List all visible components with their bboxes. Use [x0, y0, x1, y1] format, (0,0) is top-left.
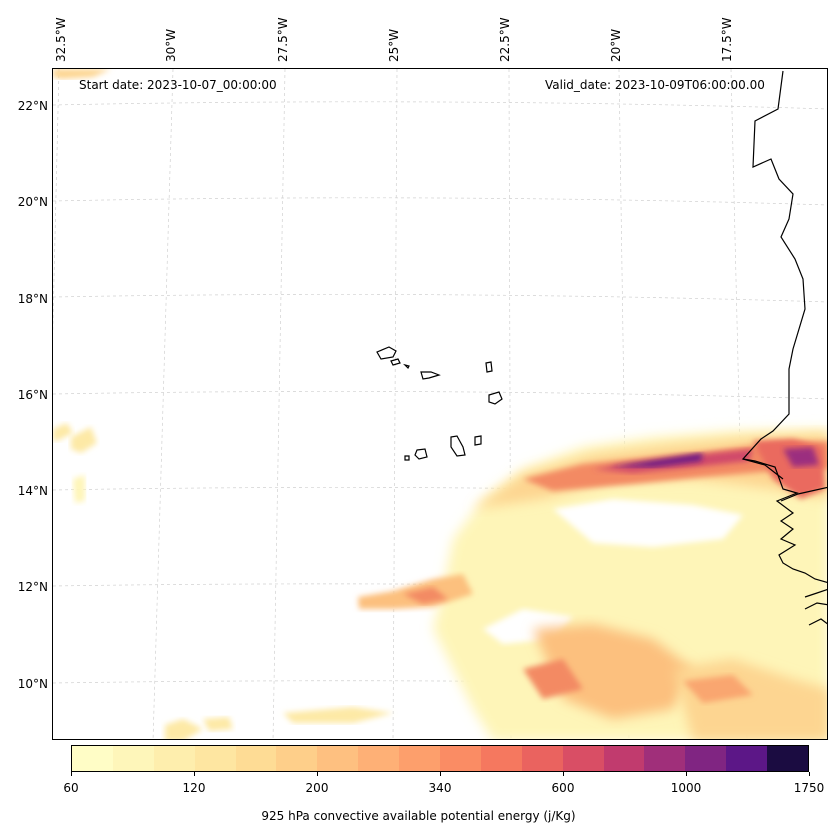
island-brava: [404, 455, 410, 461]
africa-coastline: [741, 70, 827, 584]
lon-label-17-5w: 17.5°W: [720, 17, 734, 62]
cape-south-fragment-3: [203, 717, 233, 731]
grid-lat-22n: [53, 101, 827, 110]
lat-label-18n: 18°N: [17, 292, 48, 306]
colorbar-segment-5: [276, 746, 318, 771]
colorbar-tickmark: [440, 772, 441, 776]
colorbar-segment-14: [644, 746, 686, 771]
grid-lon-27-5w: [272, 69, 286, 739]
colorbar-tick-label: 340: [428, 781, 452, 795]
colorbar-tick-label: 200: [305, 781, 329, 795]
colorbar-tick-label: 1750: [793, 781, 825, 795]
lat-label-22n: 22°N: [17, 99, 48, 113]
cape-west-core: [403, 587, 448, 604]
lat-label-14n: 14°N: [17, 484, 48, 498]
cape-band-south: [533, 624, 693, 719]
colorbar-tickmark: [317, 772, 318, 776]
colorbar-segment-8: [399, 746, 441, 771]
lon-label-20w: 20°W: [609, 28, 623, 62]
map-panel: [52, 68, 828, 740]
colorbar-segment-1: [112, 746, 154, 771]
island-sal: [485, 361, 493, 373]
senegal-river-border: [742, 458, 784, 480]
colorbar-tickmark: [194, 772, 195, 776]
coastlines: [741, 70, 827, 626]
colorbar-segment-3: [194, 746, 236, 771]
colorbar-segment-0: [72, 746, 113, 771]
colorbar-segment-4: [235, 746, 277, 771]
start-date-label: Start date: 2023-10-07_00:00:00: [79, 78, 277, 92]
lat-label-16n: 16°N: [17, 388, 48, 402]
cape-south-fragment: [165, 719, 203, 739]
cape-west-fragment: [53, 423, 73, 441]
grid-lat-12n: [53, 583, 827, 592]
colorbar-segment-2: [153, 746, 195, 771]
grid-lat-14n: [53, 487, 827, 496]
gambia-border: [780, 486, 827, 502]
colorbar-segment-12: [562, 746, 604, 771]
grid-lat-16n: [53, 391, 827, 400]
colorbar-segment-6: [317, 746, 359, 771]
cape-east-peak: [783, 447, 819, 467]
grid-lat-10n: [53, 680, 827, 688]
cape-field: [53, 69, 827, 739]
colorbar-tick-label: 600: [551, 781, 575, 795]
grid-lon-25w: [392, 69, 398, 739]
cape-west-fragment-3: [73, 475, 85, 503]
colorbar-segment-16: [726, 746, 768, 771]
colorbar-tickmark: [809, 772, 810, 776]
island-sao-vicente: [390, 358, 401, 366]
grid-lon-30w: [152, 69, 174, 739]
cape-west-fragment-2: [71, 427, 97, 453]
colorbar-segment-9: [440, 746, 481, 771]
colorbar-segment-13: [603, 746, 645, 771]
colorbar-segment-15: [685, 746, 727, 771]
island-santo-antao: [376, 346, 397, 360]
colorbar-tickmark: [563, 772, 564, 776]
colorbar-segment-7: [358, 746, 400, 771]
lon-label-27-5w: 27.5°W: [276, 17, 290, 62]
lat-label-20n: 20°N: [17, 195, 48, 209]
island-maio: [474, 435, 482, 446]
guinea-coast: [804, 589, 827, 626]
cape-gap: [553, 499, 743, 547]
lon-label-30w: 30°W: [164, 28, 178, 62]
colorbar: [71, 745, 809, 772]
island-santa-luzia: [403, 363, 410, 370]
grid-lat-20n: [53, 197, 827, 206]
lat-label-10n: 10°N: [17, 677, 48, 691]
island-sao-nicolau: [420, 371, 441, 380]
cape-se-blob: [523, 659, 583, 699]
lat-label-12n: 12°N: [17, 580, 48, 594]
island-fogo: [414, 448, 428, 460]
lon-label-22-5w: 22.5°W: [498, 17, 512, 62]
map-canvas: [53, 69, 827, 739]
colorbar-tick-label: 60: [63, 781, 79, 795]
cape-south-fragment-2: [283, 707, 393, 723]
grid-lat-18n: [53, 294, 827, 303]
cape-peak-band: [609, 453, 703, 467]
lon-label-32-5w: 32.5°W: [54, 17, 68, 62]
colorbar-tick-label: 120: [182, 781, 206, 795]
grid-lon-32-5w: [53, 69, 60, 336]
colorbar-segment-10: [480, 746, 522, 771]
colorbar-segment-17: [767, 746, 809, 771]
colorbar-label: 925 hPa convective available potential e…: [261, 809, 576, 823]
island-santiago: [450, 435, 466, 457]
cape-se-blob-2: [683, 675, 753, 703]
island-boa-vista: [488, 391, 503, 405]
colorbar-tickmark: [686, 772, 687, 776]
colorbar-tick-label: 1000: [670, 781, 702, 795]
valid-date-label: Valid_date: 2023-10-09T06:00:00.00: [545, 78, 765, 92]
cape-nw-corner: [53, 69, 111, 79]
colorbar-segment-11: [521, 746, 563, 771]
colorbar-tickmark: [71, 772, 72, 776]
cape-verde-islands: [376, 346, 503, 461]
lon-label-25w: 25°W: [387, 28, 401, 62]
